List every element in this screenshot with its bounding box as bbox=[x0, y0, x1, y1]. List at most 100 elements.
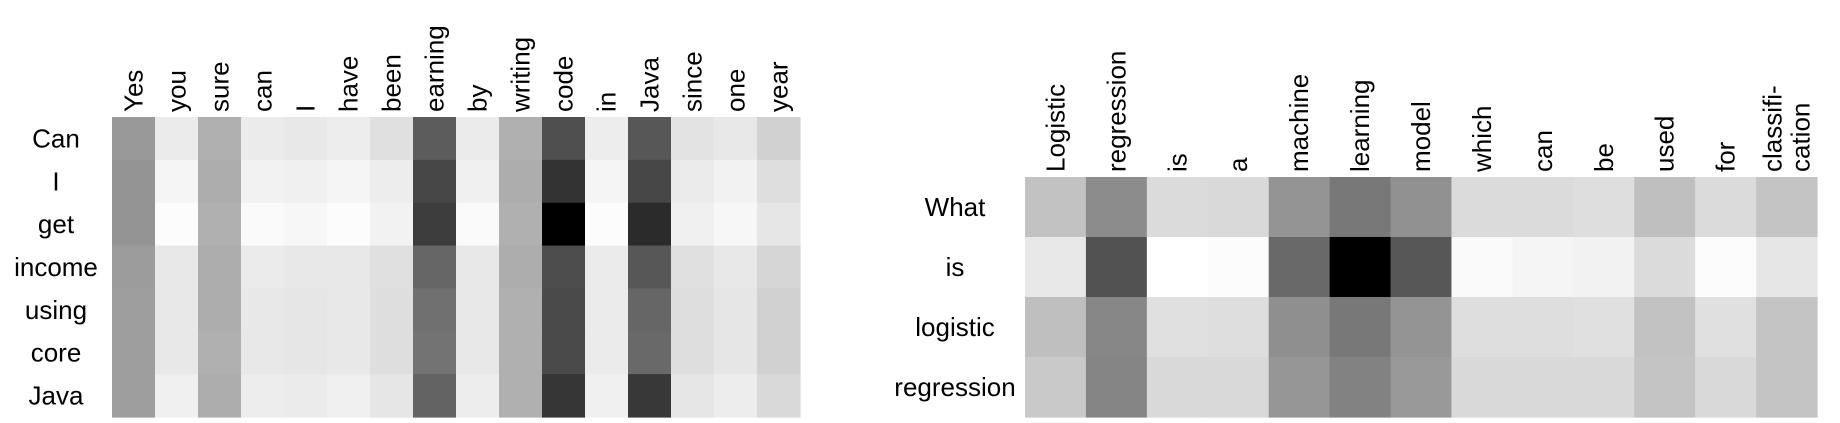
heatmap-cell bbox=[284, 245, 328, 290]
heatmap-cell bbox=[413, 245, 457, 290]
heatmap-cell bbox=[327, 331, 371, 375]
column-label: regression bbox=[1101, 51, 1131, 172]
heatmap-cell bbox=[1573, 297, 1635, 358]
heatmap-cell bbox=[1756, 357, 1818, 418]
heatmap-cell bbox=[714, 374, 758, 418]
heatmap-cell bbox=[671, 374, 715, 418]
heatmap-cell bbox=[198, 331, 242, 375]
heatmap-cell bbox=[1512, 357, 1574, 418]
column-label: I bbox=[291, 105, 321, 112]
column-label: one bbox=[721, 69, 751, 112]
heatmap-cell bbox=[1451, 297, 1513, 358]
heatmap-cell bbox=[628, 117, 672, 161]
heatmap-cell bbox=[628, 374, 672, 418]
heatmap-cell bbox=[112, 288, 156, 332]
heatmap-cell bbox=[1512, 177, 1574, 238]
heatmap-cell bbox=[456, 117, 500, 161]
heatmap-cell bbox=[757, 159, 801, 204]
heatmap-cell bbox=[370, 331, 414, 375]
heatmap-cell bbox=[1025, 357, 1087, 418]
heatmap-cell bbox=[1268, 297, 1331, 358]
heatmap-cell bbox=[413, 117, 457, 161]
heatmap-cell bbox=[1025, 177, 1087, 238]
heatmap-cell bbox=[499, 159, 543, 204]
column-label: for bbox=[1711, 141, 1741, 172]
heatmap-cell bbox=[327, 245, 371, 290]
heatmap-cell bbox=[1573, 177, 1635, 238]
heatmap-cell bbox=[585, 202, 629, 247]
heatmap-cell bbox=[112, 245, 156, 290]
heatmap-cell bbox=[757, 117, 801, 161]
heatmap-cell bbox=[327, 288, 371, 332]
heatmap-cell bbox=[1329, 237, 1392, 298]
heatmap-cell bbox=[585, 245, 629, 290]
heatmap-cell bbox=[1451, 177, 1513, 238]
column-label: you bbox=[162, 70, 192, 112]
heatmap-cell bbox=[155, 288, 199, 332]
heatmap-cell bbox=[1329, 297, 1392, 358]
heatmap-cell bbox=[413, 374, 457, 418]
heatmap-cell bbox=[112, 202, 156, 247]
heatmap-cell bbox=[1573, 237, 1635, 298]
heatmap-cell bbox=[241, 202, 285, 247]
heatmap-cell bbox=[1268, 237, 1331, 298]
heatmap-cell bbox=[327, 117, 371, 161]
heatmap-cell bbox=[757, 288, 801, 332]
heatmap-cell bbox=[1634, 357, 1696, 418]
heatmap-cell bbox=[456, 202, 500, 247]
column-label: which bbox=[1467, 106, 1497, 173]
heatmap-cell bbox=[714, 117, 758, 161]
heatmap-cell bbox=[671, 245, 715, 290]
heatmap-cell bbox=[585, 374, 629, 418]
heatmap-cell bbox=[370, 117, 414, 161]
heatmap-cell bbox=[585, 288, 629, 332]
heatmap-cell bbox=[628, 202, 672, 247]
heatmap-cell bbox=[1085, 357, 1148, 418]
heatmap-cell bbox=[714, 288, 758, 332]
column-label: by bbox=[463, 85, 493, 112]
heatmap-cell bbox=[542, 245, 586, 290]
heatmap-cell bbox=[542, 374, 586, 418]
heatmap-cell bbox=[1085, 237, 1148, 298]
heatmap-cell bbox=[671, 159, 715, 204]
heatmap-cell bbox=[1390, 357, 1453, 418]
heatmap-cell bbox=[456, 331, 500, 375]
heatmap-cell bbox=[1695, 297, 1757, 358]
heatmap-cell bbox=[413, 288, 457, 332]
row-label: is bbox=[946, 252, 965, 282]
heatmap-cell bbox=[284, 117, 328, 161]
row-label: get bbox=[38, 209, 75, 239]
heatmap-cell bbox=[757, 202, 801, 247]
heatmap-cell bbox=[1390, 297, 1453, 358]
heatmap-cell bbox=[585, 331, 629, 375]
column-label: been bbox=[377, 54, 407, 112]
heatmap-cell bbox=[628, 331, 672, 375]
heatmap-cell bbox=[284, 159, 328, 204]
heatmap-cell bbox=[456, 159, 500, 204]
heatmap-cell bbox=[757, 245, 801, 290]
column-label: model bbox=[1406, 101, 1436, 172]
heatmap-cell bbox=[542, 331, 586, 375]
heatmap-cell bbox=[585, 159, 629, 204]
heatmap-cell bbox=[628, 288, 672, 332]
heatmap-cell bbox=[585, 117, 629, 161]
heatmap-cell bbox=[499, 374, 543, 418]
column-label: used bbox=[1650, 116, 1680, 172]
heatmap-cell bbox=[198, 374, 242, 418]
heatmap-cell bbox=[155, 374, 199, 418]
heatmap-cell bbox=[198, 202, 242, 247]
column-label: Java bbox=[635, 57, 665, 112]
heatmap-cell bbox=[1207, 357, 1270, 418]
column-label: classifi- bbox=[1758, 85, 1788, 172]
heatmap-cell bbox=[155, 202, 199, 247]
heatmap-cell bbox=[1390, 237, 1453, 298]
row-label: I bbox=[52, 166, 59, 196]
heatmap-cell bbox=[1146, 237, 1209, 298]
heatmap-cell bbox=[1085, 297, 1148, 358]
row-label: Can bbox=[32, 123, 80, 153]
heatmap-cell bbox=[198, 288, 242, 332]
heatmap-cell bbox=[1634, 297, 1696, 358]
heatmap-cell bbox=[499, 117, 543, 161]
